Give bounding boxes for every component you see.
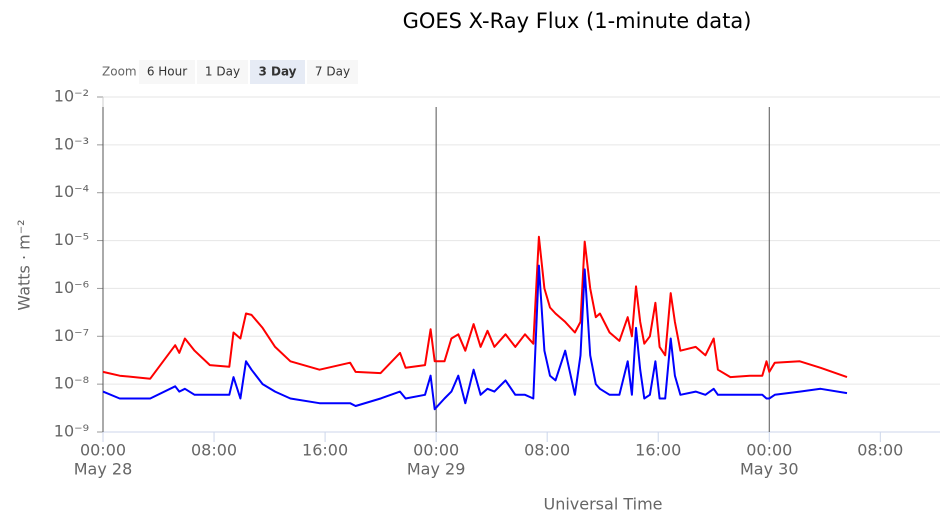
date-label: May 30 xyxy=(740,460,799,479)
y-tick-label: 10⁻⁶ xyxy=(54,278,89,297)
y-axis-title: Watts · m⁻² xyxy=(15,219,34,310)
chart-title: GOES X-Ray Flux (1-minute data) xyxy=(403,9,752,33)
y-tick-label: 10⁻² xyxy=(54,87,89,106)
x-tick-label: 16:00 xyxy=(635,441,681,460)
date-label: May 29 xyxy=(407,460,466,479)
series-line xyxy=(102,264,848,411)
zoom-button-label[interactable]: 7 Day xyxy=(315,65,350,79)
x-tick-label: 08:00 xyxy=(191,441,237,460)
zoom-button[interactable] xyxy=(139,60,195,84)
y-tick-label: 10⁻⁷ xyxy=(54,326,89,345)
zoom-label: Zoom xyxy=(102,65,137,79)
y-tick-label: 10⁻⁹ xyxy=(54,422,89,441)
x-axis-title: Universal Time xyxy=(543,495,662,514)
y-tick-label: 10⁻⁸ xyxy=(54,374,89,393)
x-tick-label: 16:00 xyxy=(302,441,348,460)
series-line xyxy=(102,235,848,380)
zoom-button-label[interactable]: 3 Day xyxy=(258,65,296,79)
zoom-button[interactable] xyxy=(197,60,248,84)
zoom-button[interactable] xyxy=(307,60,358,84)
zoom-button[interactable] xyxy=(250,60,305,84)
x-tick-label: 00:00 xyxy=(80,441,126,460)
y-tick-label: 10⁻⁴ xyxy=(54,182,89,201)
date-label: May 28 xyxy=(74,460,133,479)
x-tick-label: 08:00 xyxy=(524,441,570,460)
y-tick-label: 10⁻³ xyxy=(54,134,89,153)
zoom-button-label[interactable]: 1 Day xyxy=(205,65,240,79)
zoom-button-label[interactable]: 6 Hour xyxy=(147,65,187,79)
x-tick-label: 08:00 xyxy=(857,441,903,460)
y-tick-label: 10⁻⁵ xyxy=(54,230,89,249)
x-tick-label: 00:00 xyxy=(413,441,459,460)
x-tick-label: 00:00 xyxy=(746,441,792,460)
